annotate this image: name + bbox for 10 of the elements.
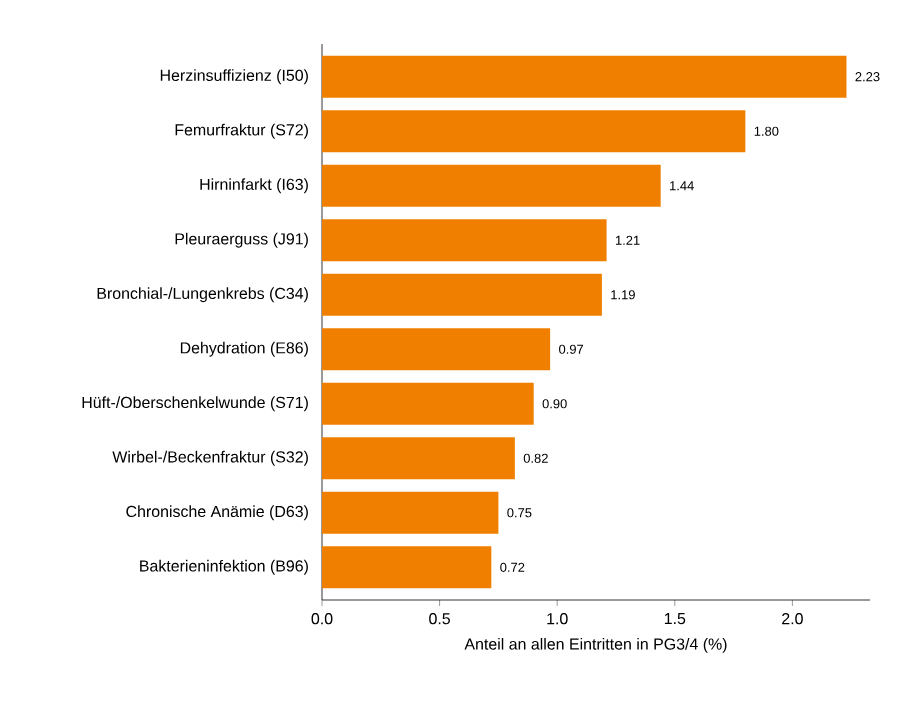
bar: [322, 546, 492, 589]
bar: [322, 110, 746, 153]
bar: [322, 164, 661, 207]
bar: [322, 219, 607, 262]
bar: [322, 328, 551, 371]
bar: [322, 491, 499, 534]
bar: [322, 437, 515, 480]
bar: [322, 273, 602, 316]
bar: [322, 382, 534, 425]
bar: [322, 55, 847, 98]
